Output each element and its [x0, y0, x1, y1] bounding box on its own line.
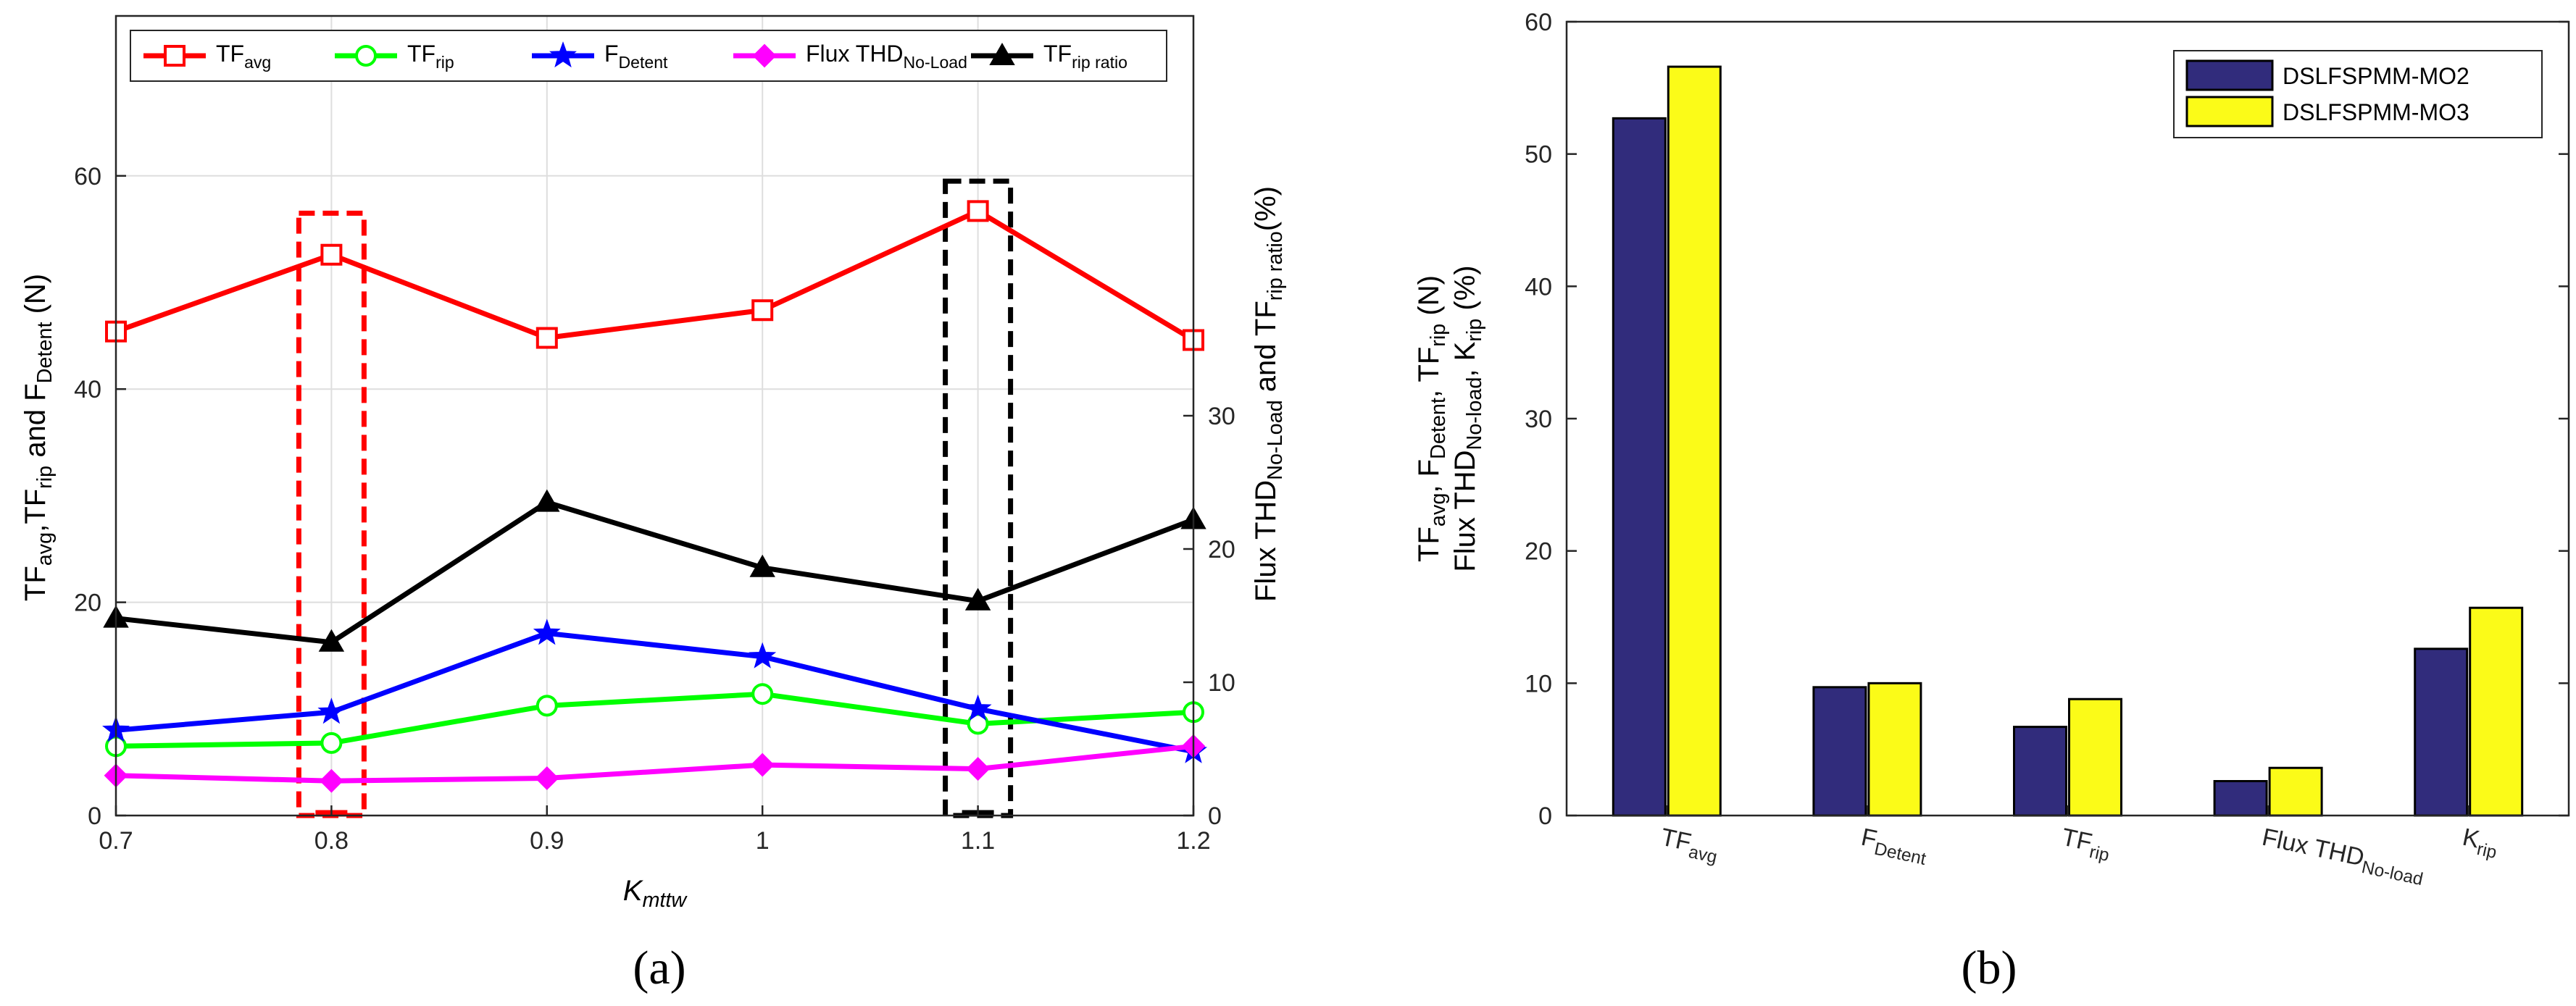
y-left-tick-label: 40	[74, 376, 101, 403]
plot-area-b	[1567, 22, 2569, 816]
data-point	[535, 766, 559, 790]
x-tick-label: 0.8	[314, 827, 349, 855]
panel-a-line-chart: 0.7 0.8 0.9 1 1.1 1.202040600102030KmttwTFavg…	[20, 14, 1287, 912]
legend-label: TFrip ratio	[1043, 41, 1127, 72]
x-axis-label: Kmttw	[623, 875, 688, 912]
x-tick-label: 1	[756, 827, 770, 855]
bar	[2213, 780, 2268, 817]
legend-label: DSLFSPMM-MO2	[2283, 63, 2469, 89]
data-point	[317, 697, 346, 724]
legend-swatch	[2185, 59, 2274, 91]
bar	[2013, 726, 2067, 817]
plot-area-a	[116, 16, 1193, 816]
y-tick-label: 0	[1538, 802, 1552, 830]
data-point	[966, 757, 991, 781]
series-line	[114, 208, 1195, 343]
data-point	[319, 768, 343, 793]
legend-label: DSLFSPMM-MO3	[2283, 99, 2469, 125]
bar	[2268, 766, 2323, 817]
data-point	[749, 642, 777, 668]
legend-a: TFavg TFrip FDetent Flux THDNo-Load TFrip ra…	[130, 30, 1167, 82]
legend-label: FDetent	[604, 41, 668, 72]
series-line	[115, 500, 1195, 645]
x-tick-label: 1.2	[1176, 827, 1210, 855]
y-tick-label: 50	[1525, 141, 1552, 169]
y-tick-label: 40	[1525, 273, 1552, 301]
y-right-tick-label: 30	[1208, 403, 1235, 430]
x-tick-label: 1.1	[961, 827, 995, 855]
y-tick-label: 10	[1525, 670, 1552, 697]
legend-marker	[989, 42, 1015, 65]
series-line	[115, 630, 1194, 755]
data-point	[964, 587, 991, 611]
y-left-tick-label: 20	[74, 590, 101, 617]
x-tick-label: 0.7	[99, 827, 133, 855]
legend-label: TFavg	[216, 41, 271, 72]
data-point	[535, 695, 558, 717]
y-tick-label: 60	[1525, 9, 1552, 36]
y-left-tick-label: 0	[88, 802, 101, 830]
legend-marker	[752, 43, 777, 68]
bar	[2068, 697, 2122, 817]
panel-b-label: (b)	[1962, 942, 2017, 994]
legend-marker	[549, 41, 577, 68]
data-point	[749, 554, 775, 577]
data-point	[535, 327, 558, 349]
y-right-tick-label: 0	[1208, 802, 1222, 830]
data-point	[964, 694, 992, 721]
data-point	[320, 732, 343, 754]
y-tick-label: 20	[1525, 538, 1552, 566]
data-point	[751, 299, 774, 322]
legend-label: Flux THDNo-Load	[806, 41, 967, 72]
legend-swatch	[2185, 96, 2274, 127]
y-right-axis-label: Flux THDNo-Load and TFrip ratio(%)	[1250, 186, 1287, 602]
y-right-tick-label: 10	[1208, 669, 1235, 697]
y-axis-label-line2: Flux THDNo-load, Krip (%)	[1449, 265, 1486, 571]
legend-marker	[355, 45, 377, 67]
y-left-axis-label: TFavg,TFrip and FDetent (N)	[20, 274, 57, 601]
x-tick-label: TFrip	[2058, 823, 2114, 865]
data-point	[534, 489, 560, 512]
data-point	[751, 683, 774, 705]
y-tick-label: 30	[1525, 406, 1552, 433]
bar	[1612, 117, 1667, 817]
legend-marker	[164, 45, 186, 67]
x-tick-label: TFavg	[1657, 823, 1722, 868]
legend-b: DSLFSPMM-MO2 DSLFSPMM-MO3	[2173, 50, 2543, 138]
panel-a-label: (a)	[633, 942, 685, 994]
data-point	[320, 243, 343, 266]
legend-label: TFrip	[407, 41, 454, 72]
series-line	[115, 691, 1194, 749]
series-line	[115, 743, 1194, 784]
data-point	[750, 753, 775, 777]
bar	[2469, 606, 2524, 817]
bar	[1812, 686, 1867, 817]
data-point	[967, 200, 989, 222]
x-tick-label: 0.9	[530, 827, 564, 855]
bar	[2414, 647, 2469, 817]
y-left-tick-label: 60	[74, 163, 101, 190]
bar	[1867, 682, 1922, 817]
bar	[1667, 65, 1722, 817]
y-right-tick-label: 20	[1208, 536, 1235, 563]
data-point	[318, 629, 345, 652]
data-point	[533, 619, 561, 645]
y-axis-label-line1: TFavg, FDetent, TFrip (N)	[1413, 275, 1450, 562]
